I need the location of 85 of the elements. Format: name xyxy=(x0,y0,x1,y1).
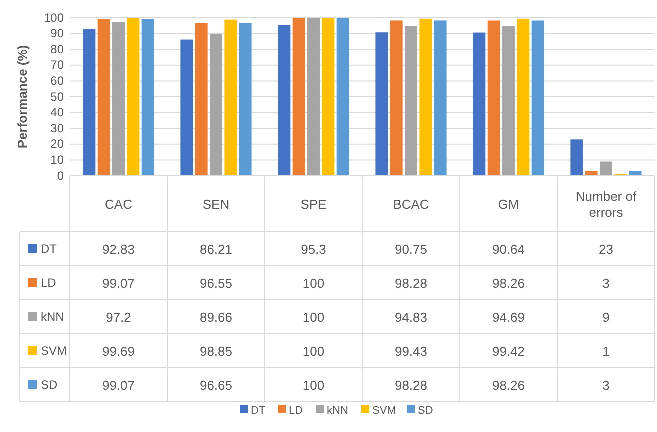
bar xyxy=(376,32,388,176)
data-label: 99.69 xyxy=(102,344,136,359)
bar xyxy=(390,20,403,176)
bar xyxy=(83,29,96,176)
text: SD xyxy=(418,405,434,417)
bar xyxy=(292,18,306,176)
bar xyxy=(308,18,320,176)
x-tick-label: SEN xyxy=(202,197,230,212)
x-tick-label: BCAC xyxy=(393,197,430,212)
bar xyxy=(127,18,140,176)
data-label: 99.07 xyxy=(102,378,136,393)
y-tick-label: 80 xyxy=(50,42,64,56)
text: SVM xyxy=(372,405,396,417)
y-tick-label: 40 xyxy=(50,106,64,120)
bar xyxy=(502,26,515,176)
bar xyxy=(239,23,252,176)
y-tick-label: 60 xyxy=(50,74,64,88)
bar xyxy=(473,32,486,176)
data-label: 98.28 xyxy=(394,378,428,393)
data-label: 94.69 xyxy=(492,310,526,325)
data-label: 99.43 xyxy=(394,344,428,359)
data-label: 3 xyxy=(602,378,610,393)
text: kNN xyxy=(327,405,348,417)
data-label: 92.83 xyxy=(102,242,136,257)
x-tick-label: CAC xyxy=(105,197,132,212)
y-tick-label: 70 xyxy=(50,58,64,72)
bar xyxy=(322,18,335,176)
data-label: 86.21 xyxy=(200,242,233,257)
data-label: 96.65 xyxy=(200,378,233,393)
data-label: 89.66 xyxy=(200,310,233,325)
legend-label: kNN xyxy=(41,310,64,324)
legend-label: DT xyxy=(41,242,58,256)
data-label: 9 xyxy=(602,310,610,325)
bar xyxy=(224,20,238,176)
legend-label: LD xyxy=(41,276,57,290)
bar xyxy=(210,34,222,176)
x-tick-label: SPE xyxy=(300,197,328,212)
data-label: 100 xyxy=(302,276,325,291)
legend-label: SD xyxy=(41,378,58,392)
data-label: 96.55 xyxy=(200,276,233,291)
bar xyxy=(142,19,154,176)
text: DT xyxy=(251,405,266,417)
bar xyxy=(570,140,584,176)
bar xyxy=(488,20,500,176)
bar xyxy=(112,22,125,176)
data-label: 98.28 xyxy=(394,276,428,291)
data-label: 100 xyxy=(302,310,325,325)
data-label: 94.83 xyxy=(394,310,428,325)
bar xyxy=(336,18,350,176)
y-tick-label: 30 xyxy=(50,121,64,136)
data-label: 90.64 xyxy=(492,242,526,257)
data-label: 90.75 xyxy=(394,242,428,257)
x-tick-label: GM xyxy=(498,197,520,212)
data-label: 97.2 xyxy=(106,310,132,325)
bar xyxy=(98,19,110,176)
bar xyxy=(195,23,208,176)
y-tick-label: 100 xyxy=(44,10,64,25)
y-tick-label: 0 xyxy=(57,168,64,183)
y-axis-title: Performance (%) xyxy=(15,45,30,149)
bar xyxy=(180,40,194,176)
x-tick-label: Number of errors xyxy=(576,189,637,220)
text: LD xyxy=(289,405,304,417)
data-label: 100 xyxy=(302,378,325,393)
data-label: 98.26 xyxy=(492,378,526,393)
legend-label: SVM xyxy=(41,344,68,358)
bar xyxy=(600,162,612,176)
data-label: 99.42 xyxy=(492,344,526,359)
data-label: 3 xyxy=(602,276,610,291)
bar xyxy=(517,18,530,176)
y-tick-label: 10 xyxy=(50,153,64,168)
data-label: 95.3 xyxy=(301,242,326,257)
bar xyxy=(532,20,544,176)
bar xyxy=(420,18,432,176)
bar xyxy=(278,25,291,176)
data-label: 100 xyxy=(302,344,325,359)
y-tick-label: 90 xyxy=(50,26,64,41)
y-tick-label: 50 xyxy=(50,90,64,104)
data-label: 99.07 xyxy=(102,276,136,291)
bar xyxy=(405,26,418,176)
data-label: 23 xyxy=(599,242,614,257)
data-label: 98.85 xyxy=(200,344,233,359)
y-tick-label: 20 xyxy=(50,137,64,152)
bar xyxy=(434,20,447,176)
data-label: 1 xyxy=(602,344,610,359)
data-label: 98.26 xyxy=(492,276,526,291)
